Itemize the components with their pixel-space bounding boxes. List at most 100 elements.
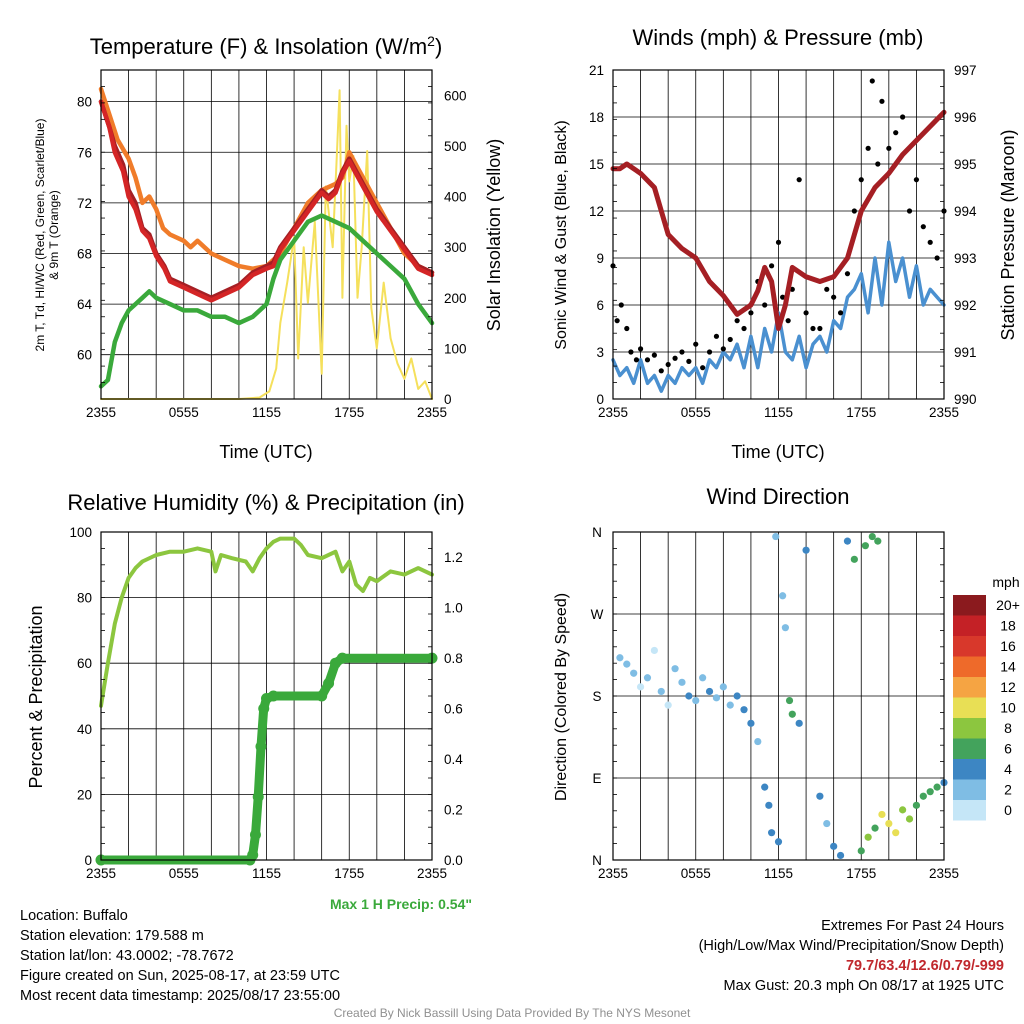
legend-label: 8 <box>1004 720 1012 736</box>
extremes-values: 79.7/63.4/12.6/0.79/-999 <box>845 958 1004 974</box>
gust-point <box>672 355 678 361</box>
direction-point <box>905 815 914 823</box>
direction-point <box>926 788 934 796</box>
legend-label: 20+ <box>996 597 1020 613</box>
direction-point <box>630 669 638 677</box>
panel-temperature: 60 64 68 72 76 80 0 100 200 300 400 500 600 2355 0555 1… <box>33 33 504 462</box>
direction-point <box>671 665 679 673</box>
y-axis-label: & 9m T (Orange) <box>47 190 61 280</box>
direction-point <box>795 719 803 727</box>
direction-point <box>802 546 810 554</box>
direction-point <box>836 851 845 860</box>
elevation-line: Station elevation: 179.588 m <box>20 928 204 944</box>
direction-point <box>657 687 665 696</box>
direction-point <box>885 819 893 828</box>
x-axis-label: Time (UTC) <box>219 442 312 462</box>
y-axis-label: Percent & Precipitation <box>26 605 46 788</box>
series-line-dewpoint <box>98 213 435 389</box>
legend-swatch <box>953 595 986 616</box>
chart-title: Relative Humidity (%) & Precipitation (i… <box>67 490 464 515</box>
series-line-temp <box>98 99 435 303</box>
x-tick-label: 2355 <box>86 405 116 420</box>
panel-humidity: 0 20 40 60 80 100 0.0 0.2 0.4 0.6 0.8 1.0 1.2 2355 055… <box>26 490 472 912</box>
direction-point <box>912 801 921 809</box>
direction-point <box>868 532 876 541</box>
direction-point <box>919 792 927 800</box>
y-tick-label: S <box>592 689 601 704</box>
gust-point <box>780 294 786 300</box>
gust-point <box>637 346 644 352</box>
direction-point <box>678 678 686 686</box>
direction-point <box>779 592 787 600</box>
y-tick-label: 40 <box>77 722 92 737</box>
x-tick-label: 2355 <box>598 405 628 420</box>
y-tick-label: 3 <box>596 345 604 360</box>
y-right-tick-label: 995 <box>954 157 977 172</box>
gust-point <box>858 177 864 183</box>
gust-point <box>920 224 926 230</box>
gust-point <box>693 341 699 347</box>
direction-point <box>616 654 624 662</box>
gust-point <box>706 349 713 355</box>
direction-point <box>861 542 869 550</box>
x-tick-label: 0555 <box>681 405 711 420</box>
created-line: Figure created on Sun, 2025-08-17, at 23… <box>20 968 340 984</box>
direction-point <box>823 819 831 828</box>
extremes-info: Extremes For Past 24 Hours (High/Low/Max… <box>699 916 1004 996</box>
gust-point <box>875 161 881 167</box>
direction-point <box>754 737 762 746</box>
y-axis-label: 2m T, Td, HI/WC (Red, Green, Scarlet/Blu… <box>33 119 47 352</box>
speed-legend: mph 20+ 18 16 14 12 10 8 6 4 2 0 <box>953 574 1020 821</box>
x-tick-label: 2355 <box>929 866 959 881</box>
y-tick-label: 76 <box>77 145 92 160</box>
y-tick-label: W <box>591 607 604 622</box>
direction-point <box>785 696 794 705</box>
legend-label: 16 <box>1000 638 1016 654</box>
y-tick-label: 0 <box>84 853 92 868</box>
gust-point <box>633 357 640 363</box>
gust-point <box>644 357 651 363</box>
gust-point <box>658 368 664 374</box>
y-right-tick-label: 500 <box>444 139 467 154</box>
precip-point <box>267 690 279 702</box>
gust-point <box>824 286 830 292</box>
direction-point <box>761 783 769 791</box>
gust-point <box>720 346 726 352</box>
y-right-tick-label: 990 <box>954 392 977 407</box>
gust-point <box>803 310 809 316</box>
y-right-tick-label: 0.4 <box>444 752 463 767</box>
y-tick-label: 60 <box>77 348 92 363</box>
y-right-tick-label: 100 <box>444 341 467 356</box>
y-right-tick-label: 0.8 <box>444 651 463 666</box>
series-line-rh <box>99 536 434 708</box>
direction-point <box>664 701 672 709</box>
gust-point <box>796 177 802 183</box>
chart-title: Temperature (F) & Insolation (W/m2) <box>90 33 443 59</box>
series-line-solar <box>100 89 433 400</box>
y-tick-label: 68 <box>77 246 92 261</box>
x-tick-label: 2355 <box>929 405 959 420</box>
gust-point <box>865 145 871 151</box>
y-right-tick-label: 400 <box>444 190 467 205</box>
gust-point <box>837 310 844 316</box>
gust-point <box>762 302 768 308</box>
x-tick-label: 0555 <box>681 866 711 881</box>
x-tick-label: 1755 <box>334 866 364 881</box>
y-tick-label: 80 <box>77 591 92 606</box>
legend-swatch <box>953 697 986 718</box>
x-tick-label: 1755 <box>334 405 364 420</box>
direction-point <box>857 847 865 855</box>
legend-swatch <box>953 718 986 739</box>
gust-point <box>844 271 851 277</box>
timestamp-line: Most recent data timestamp: 2025/08/17 2… <box>20 988 341 1004</box>
gust-point <box>851 208 857 214</box>
direction-point <box>705 687 714 696</box>
title-superscript: 2 <box>427 33 435 49</box>
precip-point <box>249 829 261 841</box>
y-tick-label: E <box>592 771 601 786</box>
gust-point <box>906 208 913 214</box>
x-tick-label: 0555 <box>169 405 199 420</box>
precip-point <box>336 652 348 664</box>
x-tick-label: 1155 <box>764 866 793 881</box>
gust-point <box>817 325 823 332</box>
